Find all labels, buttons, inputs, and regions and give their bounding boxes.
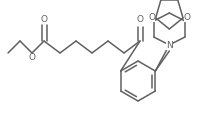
- Text: O: O: [148, 13, 155, 22]
- Text: N: N: [166, 41, 173, 49]
- Text: O: O: [136, 14, 144, 24]
- Text: O: O: [28, 53, 36, 63]
- Text: O: O: [41, 14, 47, 24]
- Text: O: O: [184, 13, 191, 22]
